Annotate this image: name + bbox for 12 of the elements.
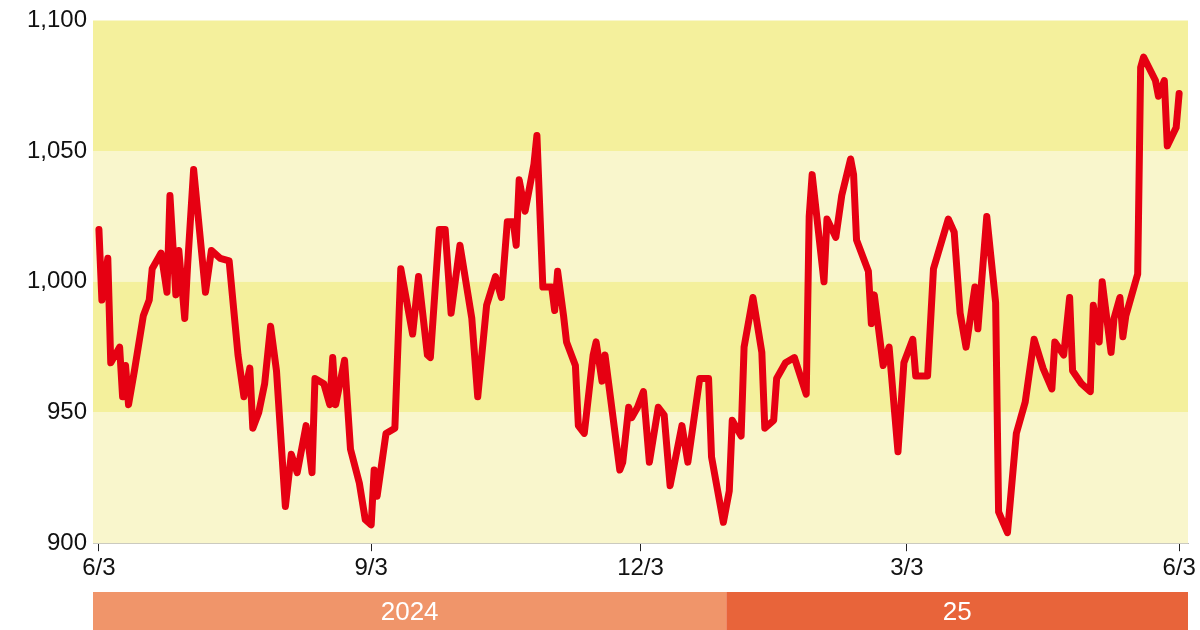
x-tick-label: 9/3 [354,553,388,581]
text: 25 [942,596,972,627]
x-tick-label: 6/3 [1162,553,1196,581]
y-tick-label: 900 [46,527,87,555]
x-tick-label: 12/3 [617,553,664,581]
x-tick-label: 6/3 [82,553,116,581]
y-tick-label: 1,000 [26,266,87,294]
y-tick-label: 950 [46,397,87,425]
x-tick-label: 3/3 [890,553,924,581]
text: 2024 [380,596,439,627]
y-tick-label: 1,100 [26,5,87,33]
y-tick-label: 1,050 [26,135,87,163]
